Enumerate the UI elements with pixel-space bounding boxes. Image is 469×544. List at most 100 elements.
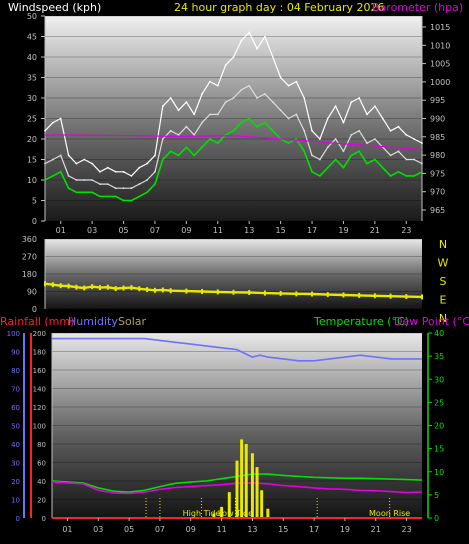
temperature-label: Temperature (°C)	[313, 315, 409, 328]
wind-x-tick-label: 07	[150, 226, 160, 235]
speed-point	[279, 109, 282, 112]
average-point	[75, 191, 78, 194]
barometer-y-tick-label: 985	[430, 133, 445, 142]
solar-bar	[212, 513, 216, 518]
temperature-y-tick-label: 20	[434, 422, 444, 431]
average-point	[373, 158, 376, 161]
gust-point	[59, 117, 62, 120]
event-marker-label: Low Tide	[218, 509, 253, 518]
direction-grid	[45, 238, 422, 310]
solar-label: Solar	[118, 315, 147, 328]
solar-y-tick-label: 60	[37, 460, 46, 468]
direction-point	[311, 291, 314, 297]
speed-point	[216, 113, 219, 116]
direction-point	[169, 288, 172, 294]
speed-point	[177, 134, 180, 136]
direction-point	[146, 287, 149, 293]
gust-point	[177, 109, 180, 112]
climate-x-tick-label: 21	[371, 525, 381, 534]
average-point	[44, 179, 46, 181]
direction-point	[389, 293, 392, 299]
solar-bar	[240, 439, 244, 518]
climate-x-tick-label: 05	[124, 525, 134, 534]
average-point	[334, 158, 337, 161]
average-point	[83, 191, 86, 194]
average-point	[413, 175, 416, 177]
solar-y-tick-label: 180	[33, 349, 46, 357]
barometer-y-tick-label: 970	[430, 188, 445, 197]
speed-point	[67, 175, 70, 177]
average-point	[381, 166, 384, 169]
gust-point	[311, 129, 313, 132]
climate-x-tick-label: 15	[278, 525, 288, 534]
gust-point	[421, 142, 423, 145]
gust-point	[342, 121, 345, 124]
average-point	[256, 125, 258, 128]
direction-point	[295, 291, 298, 297]
gust-point	[44, 129, 46, 132]
speed-point	[59, 154, 62, 157]
humidity-label: Humidity	[68, 315, 118, 328]
barometer-y-tick-label: 990	[430, 115, 445, 124]
direction-point	[373, 293, 376, 299]
speed-point	[326, 146, 329, 149]
average-point	[114, 195, 117, 198]
average-point	[130, 199, 133, 202]
dew-point-label: Dew Point (°C)	[394, 315, 469, 328]
direction-point	[130, 285, 133, 291]
average-point	[271, 129, 274, 132]
humidity-y-tick-label: 70	[11, 386, 20, 394]
climate-x-tick-label: 13	[247, 525, 257, 534]
gust-point	[405, 134, 408, 136]
speed-point	[397, 150, 400, 153]
wind-x-tick-label: 23	[401, 226, 411, 235]
temperature-y-tick-label: 15	[434, 445, 444, 454]
average-point	[295, 138, 298, 140]
humidity-y-tick-label: 40	[11, 441, 20, 449]
gust-point	[397, 125, 400, 128]
speed-point	[240, 88, 243, 91]
climate-x-tick-label: 11	[216, 525, 226, 534]
average-point	[193, 154, 196, 157]
barometer-y-tick-label: 1000	[430, 78, 450, 87]
gust-point	[358, 97, 361, 99]
gust-point	[114, 170, 117, 173]
average-point	[185, 146, 188, 149]
direction-point	[67, 283, 70, 289]
direction-point	[263, 290, 266, 296]
speed-point	[358, 129, 361, 132]
wind-x-tick-label: 15	[276, 226, 286, 235]
temperature-y-tick-label: 40	[434, 329, 444, 338]
gust-point	[334, 105, 337, 108]
wind-x-tick-label: 01	[56, 226, 66, 235]
speed-point	[421, 162, 423, 165]
compass-label: N	[439, 312, 447, 325]
humidity-y-tick-label: 90	[11, 349, 20, 357]
average-point	[232, 129, 235, 132]
windspeed-label: Windspeed (kph)	[8, 1, 101, 14]
speed-point	[271, 101, 274, 103]
speed-point	[114, 187, 117, 190]
speed-point	[248, 84, 251, 87]
climate-x-tick-label: 23	[401, 525, 411, 534]
gust-point	[193, 113, 196, 116]
humidity-y-tick-label: 30	[11, 460, 20, 468]
wind-y-tick-label: 30	[27, 94, 37, 103]
barometer-y-tick-label: 975	[430, 169, 445, 178]
speed-point	[122, 187, 125, 190]
speed-point	[83, 179, 86, 181]
climate-x-tick-label: 19	[340, 525, 350, 534]
temperature-y-tick-label: 5	[434, 491, 439, 500]
gust-point	[146, 162, 149, 165]
wind-x-tick-label: 11	[213, 226, 223, 235]
solar-bar	[266, 508, 270, 518]
direction-point	[44, 281, 46, 287]
wind-x-tick-label: 19	[338, 226, 348, 235]
wind-x-tick-label: 03	[87, 226, 97, 235]
average-point	[311, 170, 313, 173]
direction-point	[358, 292, 361, 298]
direction-point	[279, 290, 282, 296]
temperature-y-tick-label: 10	[434, 468, 444, 477]
average-point	[240, 121, 243, 124]
climate-y-axes: 0 0 10 20 20 40 30 60 40 80 50 100 60 120 70 140 80 160 90…	[7, 330, 53, 523]
